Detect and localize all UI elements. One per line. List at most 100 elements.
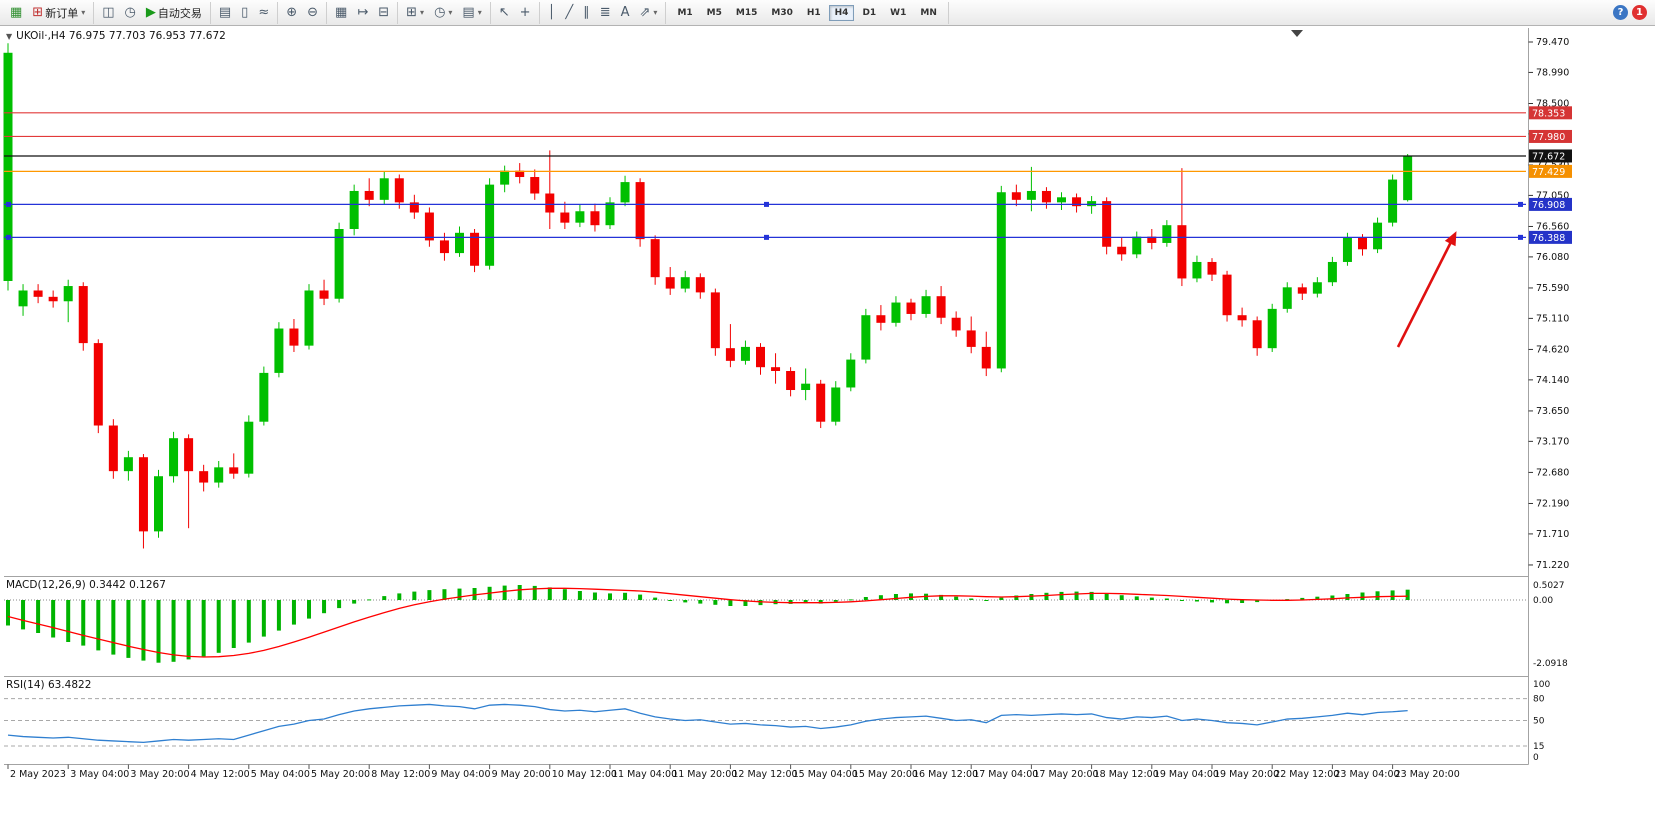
- candlestick-chart-type-button[interactable]: ▯: [237, 2, 252, 24]
- channel-icon: ∥: [583, 5, 590, 20]
- svg-text:74.620: 74.620: [1536, 344, 1569, 355]
- zoom-in-icon: ⊕: [286, 5, 298, 20]
- periods-icon: ◷: [434, 5, 446, 20]
- timeframe-m30-button[interactable]: M30: [771, 7, 793, 18]
- svg-text:19 May 04:00: 19 May 04:00: [1154, 769, 1219, 780]
- svg-text:74.140: 74.140: [1536, 375, 1569, 386]
- text-button[interactable]: A: [617, 2, 634, 24]
- crosshair-icon: +: [519, 5, 531, 20]
- timeframe-mn-button[interactable]: MN: [920, 7, 937, 18]
- cursor-button[interactable]: ↖: [495, 2, 514, 24]
- svg-text:-2.0918: -2.0918: [1533, 659, 1568, 669]
- zoom-in-button[interactable]: ⊕: [282, 2, 301, 24]
- fibonacci-button[interactable]: ≣: [596, 2, 615, 24]
- timeframe-h1-button[interactable]: H1: [806, 7, 821, 18]
- new-order-button[interactable]: ⊞ 新订单 ▾: [28, 2, 89, 24]
- timeframe-w1-button[interactable]: W1: [890, 7, 907, 18]
- trendline-icon: ╱: [565, 5, 574, 20]
- svg-text:77.980: 77.980: [1532, 132, 1565, 143]
- autotrade-button[interactable]: ▶ 自动交易: [142, 2, 206, 24]
- svg-text:18 May 12:00: 18 May 12:00: [1094, 769, 1159, 780]
- svg-text:75.110: 75.110: [1536, 313, 1569, 324]
- candlestick-chart-icon: ▯: [241, 5, 249, 20]
- svg-text:0.5027: 0.5027: [1533, 581, 1565, 591]
- svg-text:76.560: 76.560: [1536, 221, 1569, 232]
- bar-chart-type-button[interactable]: ▤: [215, 2, 235, 24]
- svg-text:73.170: 73.170: [1536, 436, 1569, 447]
- templates-button-dropdown-icon[interactable]: ▾: [477, 8, 482, 17]
- svg-text:15: 15: [1533, 742, 1544, 752]
- svg-text:76.908: 76.908: [1532, 200, 1565, 211]
- text-icon: A: [620, 5, 630, 20]
- zoom-out-button[interactable]: ⊖: [303, 2, 322, 24]
- market-watch-button[interactable]: ◫: [98, 2, 118, 24]
- timeframe-m15-button[interactable]: M15: [735, 7, 758, 18]
- svg-text:71.710: 71.710: [1536, 529, 1569, 540]
- svg-text:4 May 12:00: 4 May 12:00: [191, 769, 250, 780]
- trendline-button[interactable]: ╱: [561, 2, 577, 24]
- timeframe-m1-button[interactable]: M1: [677, 7, 693, 18]
- toolbar-group-cursor-tools: ↖ +: [491, 1, 540, 24]
- chart-shift-button[interactable]: ⊟: [374, 2, 393, 24]
- toolbar-group-chart-types: ▤ ▯ ≈: [211, 1, 279, 24]
- svg-text:77.672: 77.672: [1532, 151, 1565, 162]
- history-center-button[interactable]: ◷: [121, 2, 140, 24]
- notification-badge[interactable]: 1: [1632, 5, 1647, 20]
- svg-text:50: 50: [1533, 717, 1545, 727]
- toolbar-group-windows: ▦ ↦ ⊟: [327, 1, 399, 24]
- svg-text:23 May 20:00: 23 May 20:00: [1395, 769, 1460, 780]
- svg-text:15 May 04:00: 15 May 04:00: [793, 769, 858, 780]
- vertical-line-icon: │: [547, 5, 556, 20]
- help-button[interactable]: ?: [1613, 5, 1628, 20]
- chart-window-button[interactable]: ▦: [6, 2, 26, 24]
- timeframe-d1-button[interactable]: D1: [862, 7, 877, 18]
- history-icon: ◷: [124, 5, 136, 20]
- svg-text:17 May 04:00: 17 May 04:00: [973, 769, 1038, 780]
- arrows-button[interactable]: ⇗ ▾: [636, 2, 662, 24]
- templates-button[interactable]: ▤ ▾: [458, 2, 485, 24]
- indicators-button[interactable]: ⊞ ▾: [402, 2, 428, 24]
- periods-button-dropdown-icon[interactable]: ▾: [448, 8, 453, 17]
- timeframe-m5-button[interactable]: M5: [706, 7, 722, 18]
- svg-text:3 May 20:00: 3 May 20:00: [130, 769, 189, 780]
- line-chart-type-button[interactable]: ≈: [254, 2, 273, 24]
- svg-text:78.353: 78.353: [1532, 108, 1565, 119]
- svg-text:100: 100: [1533, 680, 1550, 690]
- svg-text:16 May 12:00: 16 May 12:00: [913, 769, 978, 780]
- bar-chart-icon: ▤: [218, 5, 232, 20]
- svg-text:15 May 20:00: 15 May 20:00: [853, 769, 918, 780]
- autotrade-button-label: 自动交易: [157, 6, 202, 20]
- crosshair-button[interactable]: +: [516, 2, 535, 24]
- svg-text:22 May 12:00: 22 May 12:00: [1274, 769, 1339, 780]
- toolbar: ▦ ⊞ 新订单 ▾ ◫ ◷ ▶ 自动交易 ▤ ▯ ≈ ⊕ ⊖ ▦ ↦ ⊟ ⊞ ▾ ◷ ▾ ▤ ▾ ↖ + │ ╱ ∥ ≣ A ⇗ ▾ M1 M5…: [0, 0, 1655, 26]
- chart-icon: ▦: [10, 5, 23, 20]
- toolbar-group-order: ▦ ⊞ 新订单 ▾: [2, 1, 95, 24]
- svg-text:23 May 04:00: 23 May 04:00: [1334, 769, 1399, 780]
- templates-icon: ▤: [462, 5, 475, 20]
- quote-text: UKOil·,H4 76.975 77.703 76.953 77.672: [16, 30, 226, 42]
- arrows-button-dropdown-icon[interactable]: ▾: [653, 8, 658, 17]
- svg-text:10 May 12:00: 10 May 12:00: [552, 769, 617, 780]
- new-order-button-dropdown-icon[interactable]: ▾: [81, 8, 86, 17]
- chart-dropdown-icon[interactable]: ▼: [6, 31, 13, 41]
- vertical-line-button[interactable]: │: [544, 2, 560, 24]
- svg-text:11 May 20:00: 11 May 20:00: [672, 769, 737, 780]
- svg-text:5 May 20:00: 5 May 20:00: [311, 769, 370, 780]
- svg-text:0: 0: [1533, 753, 1539, 763]
- auto-scroll-button[interactable]: ↦: [353, 2, 372, 24]
- indicators-button-dropdown-icon[interactable]: ▾: [420, 8, 425, 17]
- svg-text:17 May 20:00: 17 May 20:00: [1033, 769, 1098, 780]
- svg-text:3 May 04:00: 3 May 04:00: [70, 769, 129, 780]
- autotrade-play-icon: ▶: [145, 5, 156, 20]
- svg-text:12 May 12:00: 12 May 12:00: [732, 769, 797, 780]
- svg-text:5 May 04:00: 5 May 04:00: [251, 769, 310, 780]
- tile-windows-button[interactable]: ▦: [331, 2, 351, 24]
- periods-button[interactable]: ◷ ▾: [430, 2, 456, 24]
- timeframe-h4-button[interactable]: H4: [828, 4, 855, 21]
- new-order-icon: ⊞: [32, 5, 44, 20]
- auto-scroll-icon: ↦: [357, 5, 369, 20]
- fibonacci-icon: ≣: [599, 5, 611, 20]
- equidistant-channel-button[interactable]: ∥: [579, 2, 594, 24]
